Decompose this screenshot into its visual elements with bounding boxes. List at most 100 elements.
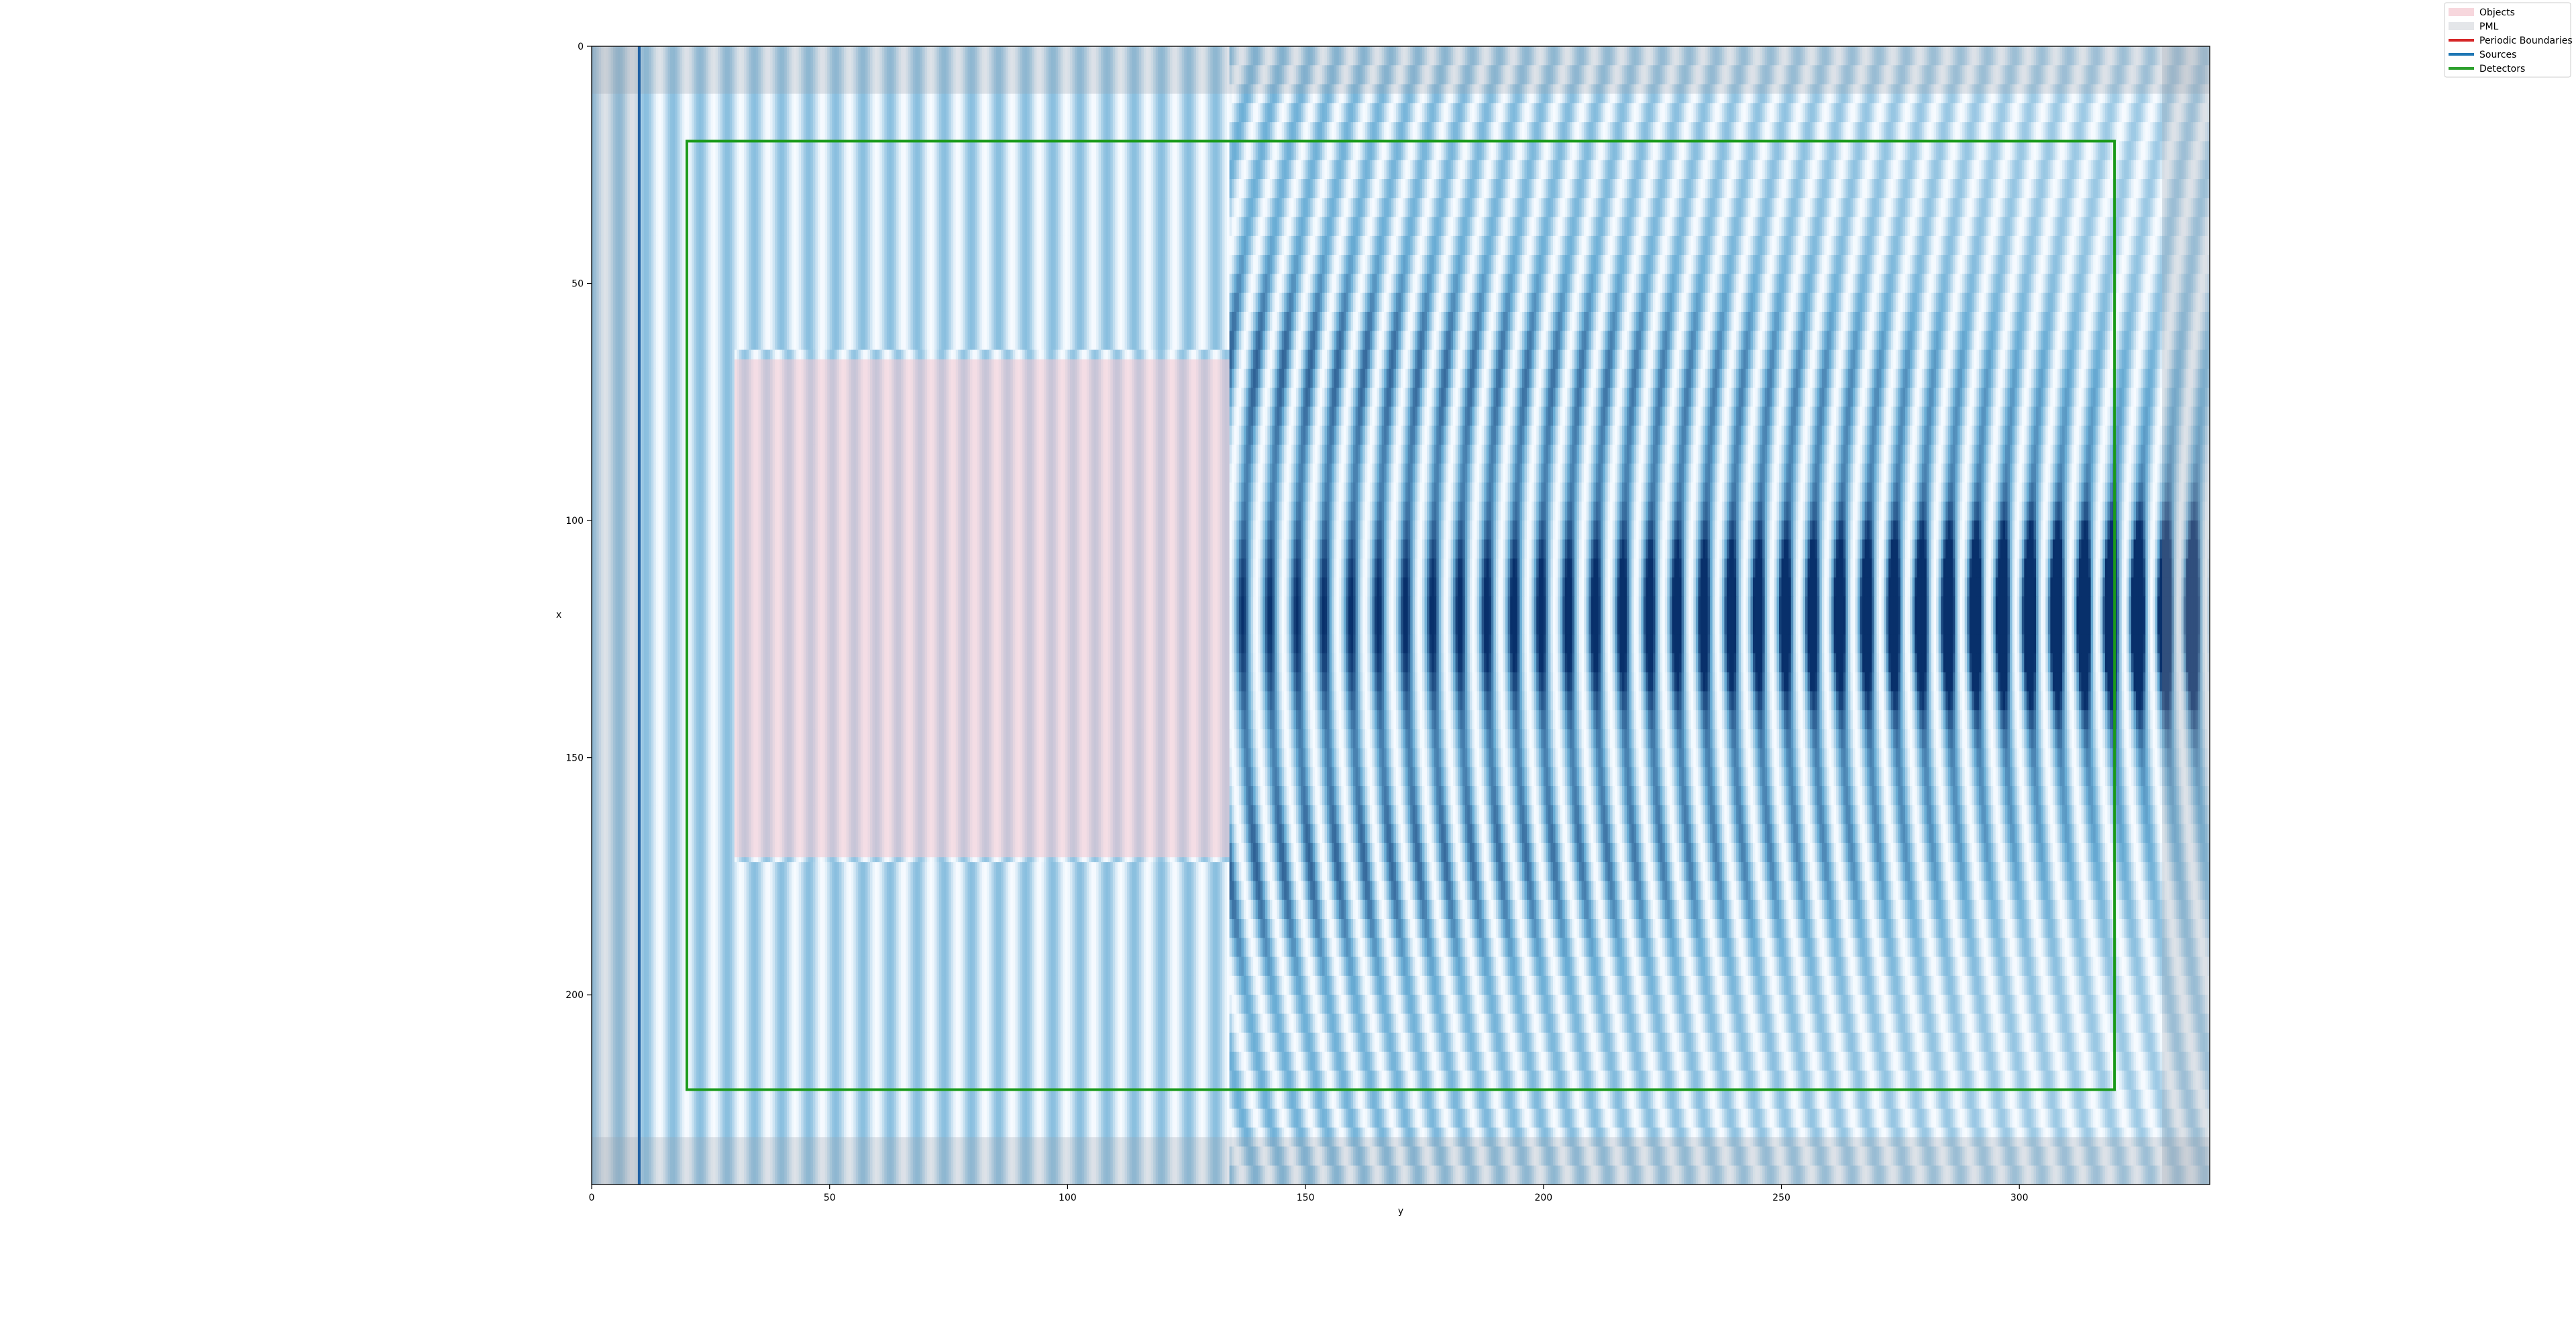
heatmap-cell bbox=[1895, 141, 1898, 161]
heatmap-cell bbox=[1362, 122, 1366, 142]
heatmap-cell bbox=[841, 65, 845, 85]
heatmap-cell bbox=[1741, 141, 1744, 161]
heatmap-cell bbox=[1964, 46, 1968, 66]
heatmap-cell bbox=[1181, 103, 1185, 123]
heatmap-cell bbox=[943, 178, 947, 199]
heatmap-cell bbox=[1398, 160, 1401, 180]
heatmap-cell bbox=[1327, 160, 1330, 180]
heatmap-cell bbox=[1829, 141, 1832, 161]
heatmap-cell bbox=[708, 122, 711, 142]
heatmap-cell bbox=[951, 65, 954, 85]
heatmap-cell bbox=[1510, 141, 1513, 161]
heatmap-cell bbox=[2033, 160, 2037, 180]
heatmap-cell bbox=[1455, 160, 1458, 180]
heatmap-cell bbox=[1960, 160, 1963, 180]
heatmap-cell bbox=[1106, 178, 1109, 199]
heatmap-cell bbox=[1448, 122, 1452, 142]
heatmap-cell bbox=[798, 141, 802, 161]
heatmap-cell bbox=[1429, 122, 1432, 142]
heatmap-cell bbox=[1574, 141, 1578, 161]
heatmap-cell bbox=[1220, 160, 1223, 180]
heatmap-cell bbox=[2002, 141, 2006, 161]
heatmap-cell bbox=[592, 65, 595, 85]
heatmap-cell bbox=[1543, 103, 1546, 123]
heatmap-cell bbox=[1427, 160, 1430, 180]
heatmap-cell bbox=[1012, 46, 1016, 66]
heatmap-cell bbox=[1984, 141, 1987, 161]
heatmap-cell bbox=[981, 103, 985, 123]
heatmap-cell bbox=[1819, 103, 1823, 123]
heatmap-cell bbox=[1555, 46, 1558, 66]
heatmap-cell bbox=[1867, 103, 1870, 123]
heatmap-cell bbox=[994, 65, 997, 85]
heatmap-cell bbox=[2021, 141, 2025, 161]
heatmap-cell bbox=[2145, 141, 2149, 161]
heatmap-cell bbox=[1984, 103, 1987, 123]
heatmap-cell bbox=[1189, 122, 1192, 142]
heatmap-cell bbox=[1291, 46, 1294, 66]
heatmap-cell bbox=[1072, 65, 1075, 85]
heatmap-cell bbox=[1429, 141, 1432, 161]
heatmap-cell bbox=[1163, 122, 1166, 142]
heatmap-cell bbox=[1576, 46, 1580, 66]
heatmap-cell bbox=[727, 141, 731, 161]
heatmap-cell bbox=[1584, 46, 1587, 66]
heatmap-cell bbox=[667, 122, 671, 142]
heatmap-cell bbox=[1338, 141, 1342, 161]
heatmap-cell bbox=[1227, 122, 1230, 142]
heatmap-cell bbox=[1158, 160, 1161, 180]
heatmap-cell bbox=[658, 65, 661, 85]
heatmap-cell bbox=[1884, 103, 1887, 123]
heatmap-cell bbox=[1419, 46, 1423, 66]
heatmap-cell bbox=[863, 65, 866, 85]
heatmap-cell bbox=[2069, 141, 2072, 161]
heatmap-cell bbox=[1065, 160, 1069, 180]
heatmap-cell bbox=[2017, 160, 2020, 180]
heatmap-cell bbox=[972, 122, 975, 142]
heatmap-cell bbox=[1988, 160, 1992, 180]
heatmap-cell bbox=[855, 160, 859, 180]
heatmap-cell bbox=[841, 178, 845, 199]
heatmap-cell bbox=[1158, 141, 1161, 161]
heatmap-cell bbox=[1008, 103, 1011, 123]
heatmap-cell bbox=[1724, 46, 1727, 66]
heatmap-cell bbox=[2012, 141, 2015, 161]
heatmap-cell bbox=[932, 65, 935, 85]
heatmap-cell bbox=[1110, 178, 1114, 199]
heatmap-cell bbox=[1560, 160, 1563, 180]
heatmap-cell bbox=[1015, 178, 1018, 199]
heatmap-cell bbox=[644, 46, 647, 66]
heatmap-cell bbox=[1434, 103, 1437, 123]
heatmap-cell bbox=[1089, 46, 1092, 66]
heatmap-cell bbox=[1884, 46, 1887, 66]
heatmap-cell bbox=[1329, 46, 1332, 66]
heatmap-cell bbox=[1615, 160, 1618, 180]
heatmap-cell bbox=[1974, 122, 1977, 142]
heatmap-cell bbox=[920, 178, 923, 199]
heatmap-cell bbox=[1320, 141, 1323, 161]
heatmap-cell bbox=[858, 178, 861, 199]
heatmap-cell bbox=[860, 46, 863, 66]
heatmap-cell bbox=[1721, 141, 1725, 161]
heatmap-cell bbox=[646, 103, 649, 123]
heatmap-cell bbox=[1902, 160, 1906, 180]
heatmap-cell bbox=[1564, 46, 1568, 66]
heatmap-cell bbox=[860, 178, 863, 199]
heatmap-cell bbox=[1277, 160, 1280, 180]
heatmap-cell bbox=[2012, 122, 2015, 142]
heatmap-cell bbox=[1907, 122, 1911, 142]
heatmap-cell bbox=[706, 46, 709, 66]
heatmap-cell bbox=[1438, 141, 1442, 161]
heatmap-cell bbox=[741, 46, 745, 66]
heatmap-cell bbox=[1389, 122, 1392, 142]
heatmap-cell bbox=[1847, 160, 1851, 180]
heatmap-cell bbox=[1581, 103, 1585, 123]
heatmap-cell bbox=[708, 141, 711, 161]
heatmap-cell bbox=[2107, 122, 2110, 142]
heatmap-cell bbox=[839, 122, 843, 142]
heatmap-cell bbox=[765, 141, 769, 161]
heatmap-cell bbox=[1733, 122, 1737, 142]
heatmap-cell bbox=[1450, 46, 1454, 66]
heatmap-cell bbox=[1377, 141, 1380, 161]
heatmap-cell bbox=[1393, 160, 1397, 180]
